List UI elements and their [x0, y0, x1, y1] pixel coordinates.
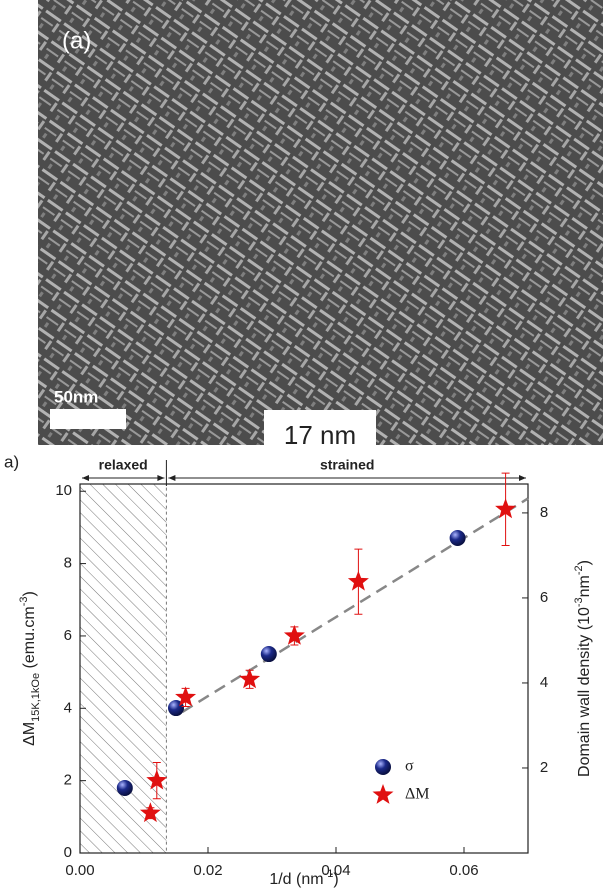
caption: 17 nm	[284, 420, 356, 450]
star-marker	[283, 624, 305, 645]
y2-tick-label: 4	[540, 674, 548, 691]
y-tick-label: 2	[64, 772, 72, 789]
y2-tick-label: 6	[540, 589, 548, 606]
x-tick-label: 0.06	[449, 862, 478, 879]
legend-marker	[375, 759, 391, 775]
y2-axis-label-part: Domain wall density (10	[576, 607, 593, 777]
scale-bar-label: 50nm	[54, 387, 98, 406]
y2-tick-label: 2	[540, 759, 548, 776]
y2-axis-label-part: nm	[576, 575, 593, 597]
sphere-marker	[449, 529, 466, 546]
x-axis-label: 1/d (nm-1)	[269, 868, 338, 888]
x-tick-label: 0.00	[65, 862, 94, 879]
sphere-marker	[116, 779, 133, 796]
y-axis-label-part: -3	[18, 596, 30, 606]
star-marker	[139, 802, 161, 823]
x-tick-label: 0.02	[193, 862, 222, 879]
y2-axis-label-part: -3	[573, 597, 585, 607]
y-axis-label: ΔM15K,1kOe (emu.cm-3)	[18, 591, 42, 746]
y-axis-label-part: (emu.cm	[21, 606, 38, 673]
tem-image: (a) 50nm 17 nm	[38, 0, 603, 458]
y-axis-label-part: ΔM	[21, 722, 38, 746]
panel-label: a)	[4, 452, 19, 471]
star-marker	[175, 686, 197, 707]
y-tick-label: 4	[64, 699, 72, 716]
image-panel-label: (a)	[62, 27, 91, 54]
sphere-marker	[260, 646, 277, 663]
caption-box	[264, 410, 376, 458]
legend-marker	[372, 784, 394, 804]
star-marker	[146, 769, 168, 790]
x-axis-label-part: )	[333, 871, 338, 888]
scale-bar	[50, 409, 126, 429]
region-label: relaxed	[99, 457, 148, 473]
star-marker	[347, 570, 369, 591]
y2-axis-label-part: )	[576, 560, 593, 565]
plot-frame	[79, 483, 529, 854]
y-axis-label-part: 15K,1kOe	[30, 673, 42, 722]
y2-axis-label-part: -2	[573, 565, 585, 575]
y-tick-label: 8	[64, 555, 72, 572]
y2-tick-label: 8	[540, 504, 548, 521]
region-label: strained	[320, 457, 374, 473]
relaxed-region	[79, 483, 167, 854]
y-tick-label: 6	[64, 627, 72, 644]
y-tick-label: 0	[64, 844, 72, 861]
legend-label: σ	[405, 758, 414, 775]
y-axis-label-part: )	[21, 591, 38, 596]
star-marker	[495, 498, 517, 519]
legend-label: ΔM	[405, 786, 430, 803]
x-axis-label-part: 1/d (nm	[269, 871, 323, 888]
y-tick-label: 10	[55, 482, 72, 499]
star-marker	[239, 668, 261, 689]
trend-line	[181, 497, 529, 713]
x-tick-label: 0.04	[321, 862, 350, 879]
x-axis-label-part: -1	[324, 868, 334, 880]
y2-axis-label: Domain wall density (10-3nm-2)	[573, 560, 593, 777]
